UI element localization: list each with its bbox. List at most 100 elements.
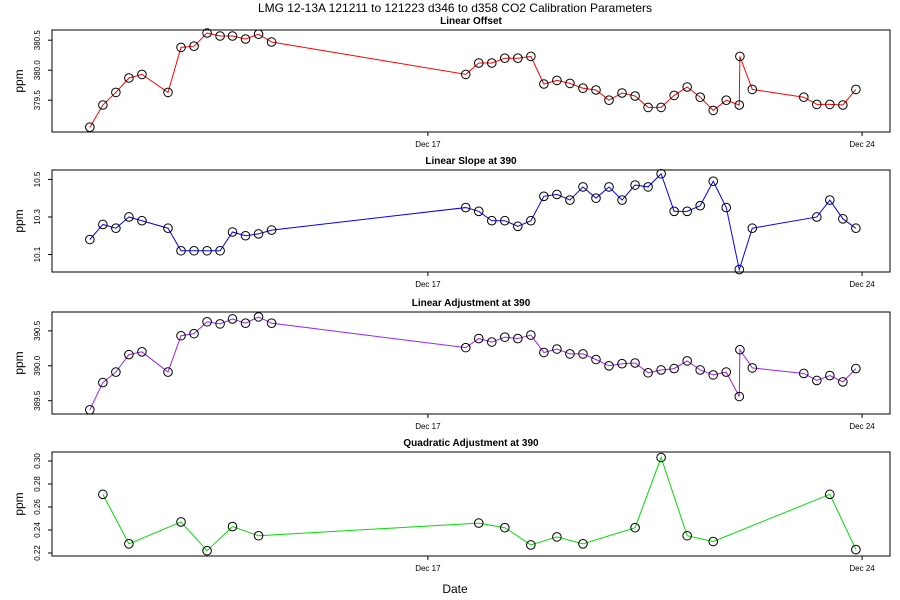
- data-point: [473, 206, 484, 217]
- data-point: [838, 377, 848, 387]
- x-tick-label: Dec 24: [849, 564, 875, 573]
- data-point: [851, 84, 861, 95]
- x-tick-label: Dec 17: [415, 564, 441, 573]
- data-point: [708, 105, 719, 116]
- y-axis-label: ppm: [12, 209, 26, 232]
- data-point: [812, 99, 822, 110]
- data-point: [176, 330, 186, 341]
- x-tick-label: Dec 24: [849, 422, 875, 431]
- data-point: [565, 349, 575, 359]
- data-point: [656, 168, 666, 179]
- data-point: [513, 333, 523, 344]
- data-point: [500, 215, 510, 226]
- y-tick-label: 380.5: [33, 30, 42, 51]
- data-point: [253, 312, 264, 322]
- data-point: [460, 69, 471, 80]
- data-point: [708, 536, 719, 547]
- data-point: [669, 90, 679, 101]
- page-title: LMG 12-13A 121211 to 121223 d346 to d358…: [258, 1, 652, 15]
- data-point: [630, 180, 640, 190]
- y-tick-label: 380.0: [33, 60, 42, 81]
- data-point: [695, 365, 705, 375]
- y-axis-label: ppm: [12, 351, 26, 374]
- panel-title: Linear Offset: [440, 16, 502, 27]
- data-point: [747, 363, 758, 373]
- plot-frame: [51, 311, 891, 415]
- data-point: [565, 78, 575, 89]
- data-point: [604, 360, 614, 371]
- data-point: [721, 202, 732, 213]
- data-point: [565, 195, 575, 205]
- data-point: [617, 195, 627, 205]
- data-point: [708, 370, 719, 380]
- data-point: [215, 31, 225, 41]
- x-tick-label: Dec 24: [849, 280, 875, 289]
- y-tick-label: 10.5: [33, 171, 42, 187]
- data-point: [825, 195, 835, 205]
- data-point: [656, 102, 666, 113]
- data-point: [851, 544, 861, 555]
- data-point: [176, 42, 186, 53]
- data-point: [253, 29, 264, 40]
- data-point: [798, 92, 809, 102]
- data-point: [215, 245, 225, 256]
- y-tick-label: 390.5: [33, 320, 42, 341]
- data-point: [124, 212, 134, 222]
- y-tick-label: 0.24: [33, 522, 42, 538]
- data-point: [851, 223, 861, 234]
- data-point: [176, 517, 186, 527]
- data-point: [137, 69, 147, 80]
- data-point: [798, 368, 809, 379]
- data-point: [473, 58, 484, 68]
- data-point: [539, 347, 549, 358]
- panel-title: Linear Slope at 390: [425, 156, 517, 167]
- data-point: [682, 356, 692, 366]
- data-point: [526, 330, 536, 340]
- data-point: [734, 264, 745, 275]
- data-point: [202, 316, 212, 327]
- data-point: [708, 176, 719, 187]
- data-point: [500, 332, 510, 342]
- data-point: [682, 206, 692, 217]
- data-point: [812, 375, 822, 386]
- plot-frame: [51, 29, 891, 133]
- data-point: [266, 225, 277, 235]
- data-point: [253, 530, 264, 541]
- data-point: [578, 83, 588, 93]
- x-tick-label: Dec 24: [849, 140, 875, 149]
- data-point: [98, 219, 108, 230]
- data-point: [85, 405, 95, 415]
- data-point: [734, 100, 745, 110]
- data-point: [202, 245, 212, 256]
- data-point: [578, 539, 588, 549]
- data-point: [111, 367, 121, 377]
- data-point: [604, 182, 614, 192]
- data-point: [643, 182, 653, 192]
- y-tick-label: 0.30: [33, 453, 42, 469]
- data-point: [735, 51, 745, 62]
- data-point: [473, 518, 484, 528]
- y-tick-label: 0.28: [33, 476, 42, 492]
- data-point: [578, 349, 588, 359]
- data-point: [266, 318, 277, 328]
- data-point: [189, 245, 199, 256]
- data-point: [460, 342, 471, 353]
- data-point: [604, 95, 614, 105]
- data-line: [89, 316, 857, 411]
- x-tick-label: Dec 17: [415, 140, 441, 149]
- data-point: [85, 234, 95, 245]
- data-point: [486, 58, 497, 68]
- data-point: [486, 215, 497, 226]
- data-point: [747, 84, 758, 95]
- data-point: [227, 31, 238, 41]
- data-point: [656, 365, 666, 375]
- y-tick-label: 10.1: [33, 246, 42, 262]
- panel-title: Linear Adjustment at 390: [412, 298, 531, 309]
- data-line: [89, 32, 857, 128]
- data-point: [240, 34, 251, 44]
- data-point: [163, 87, 173, 98]
- data-point: [163, 223, 173, 234]
- data-point: [734, 391, 745, 402]
- y-tick-label: 0.26: [33, 499, 42, 515]
- data-point: [552, 75, 562, 86]
